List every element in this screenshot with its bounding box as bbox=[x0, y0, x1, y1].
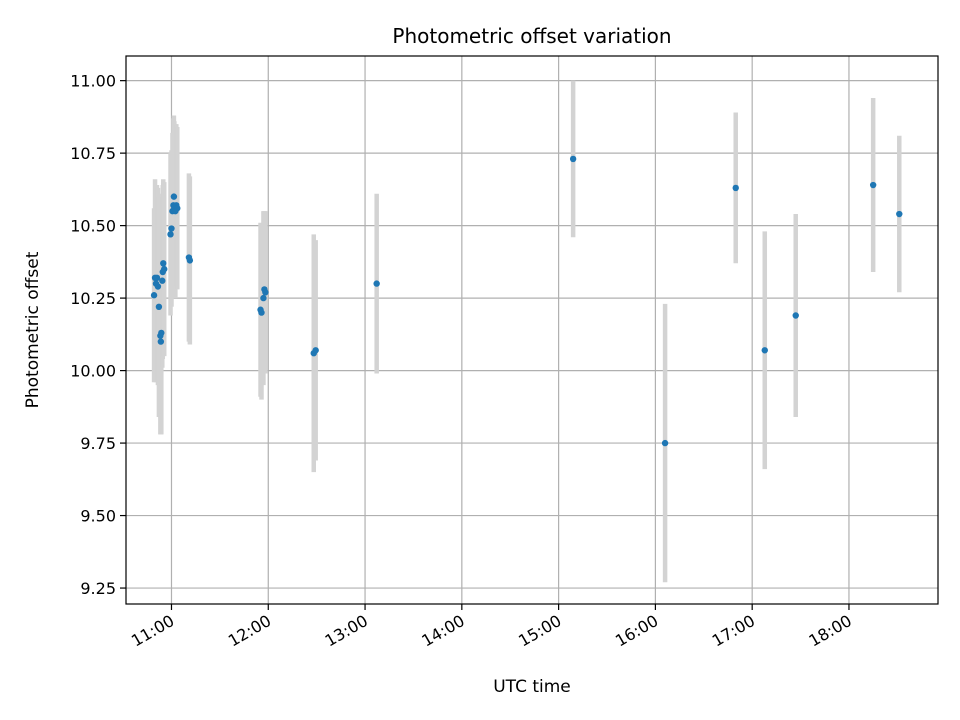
data-point bbox=[155, 303, 163, 311]
chart-title: Photometric offset variation bbox=[392, 24, 671, 48]
x-tick-label: 18:00 bbox=[806, 611, 855, 651]
error-bars bbox=[151, 80, 902, 583]
x-tick-label: 12:00 bbox=[225, 611, 274, 651]
data-point bbox=[761, 347, 768, 354]
data-point bbox=[157, 338, 165, 345]
x-tick-label: 13:00 bbox=[322, 611, 371, 651]
data-point bbox=[258, 309, 265, 316]
y-tick-label: 9.75 bbox=[80, 434, 116, 453]
data-point bbox=[160, 260, 167, 267]
data-point bbox=[569, 155, 577, 163]
x-tick-label: 17:00 bbox=[709, 611, 758, 651]
y-tick-label: 10.25 bbox=[70, 289, 116, 308]
x-tick-label: 15:00 bbox=[515, 611, 564, 651]
x-tick-label: 16:00 bbox=[612, 611, 661, 651]
data-point bbox=[158, 329, 165, 337]
x-axis-ticks: 11:00 12:00 13:00 14:00 15:00 16:00 17:00 18:00 bbox=[128, 604, 855, 651]
y-axis-ticks: 9.25 9.50 9.75 10.00 10.25 10.50 10.75 11.00 bbox=[70, 72, 126, 598]
data-point bbox=[732, 184, 739, 192]
data-point bbox=[153, 274, 161, 282]
data-point bbox=[373, 280, 380, 287]
y-tick-label: 9.50 bbox=[80, 507, 116, 526]
data-points bbox=[150, 155, 903, 447]
data-point bbox=[150, 292, 158, 299]
data-point bbox=[159, 277, 166, 284]
y-tick-label: 10.75 bbox=[70, 144, 116, 163]
grid-lines bbox=[126, 56, 938, 604]
x-axis-label: UTC time bbox=[493, 677, 571, 697]
data-point bbox=[161, 265, 168, 273]
data-point bbox=[312, 347, 319, 354]
y-tick-label: 10.50 bbox=[70, 217, 116, 236]
x-tick-label: 14:00 bbox=[418, 611, 467, 651]
data-point bbox=[168, 225, 175, 232]
x-tick-label: 11:00 bbox=[128, 611, 177, 651]
data-point bbox=[186, 257, 194, 264]
data-point bbox=[661, 439, 669, 447]
data-point bbox=[154, 283, 162, 290]
data-point bbox=[260, 294, 267, 302]
data-point bbox=[792, 312, 799, 319]
y-axis-label: Photometric offset bbox=[23, 251, 43, 408]
data-point bbox=[174, 205, 181, 212]
data-point bbox=[167, 231, 174, 238]
data-point bbox=[869, 181, 877, 189]
y-tick-label: 11.00 bbox=[70, 72, 116, 91]
y-tick-label: 9.25 bbox=[80, 579, 116, 598]
data-point bbox=[170, 193, 178, 200]
y-tick-label: 10.00 bbox=[70, 362, 116, 381]
plot-frame bbox=[125, 55, 939, 605]
data-point bbox=[896, 210, 903, 218]
data-point bbox=[262, 289, 269, 296]
